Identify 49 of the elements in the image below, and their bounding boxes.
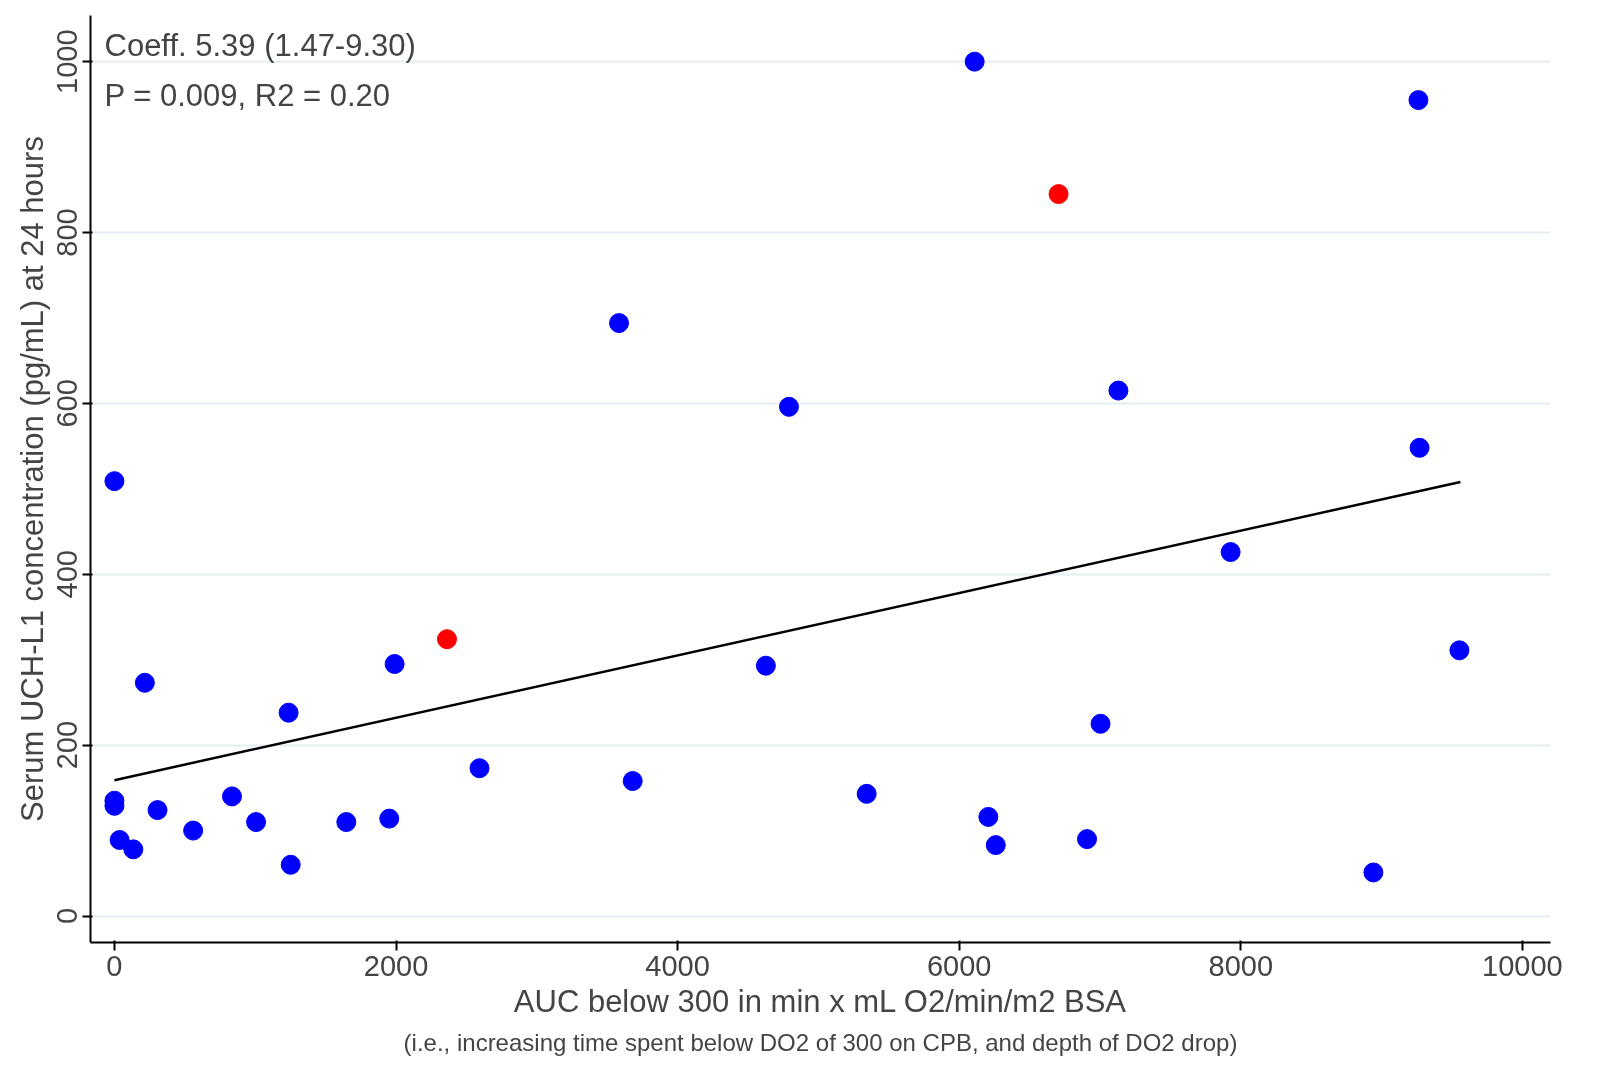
y-tick-label: 200: [51, 720, 84, 770]
point: [778, 396, 799, 417]
point: [856, 783, 877, 804]
point: [469, 758, 490, 779]
point: [134, 672, 155, 693]
y-axis-title: Serum UCH-L1 concentration (pg/mL) at 24 hours: [14, 136, 50, 822]
y-tick-label: 0: [51, 907, 84, 925]
point: [109, 829, 130, 850]
point: [1048, 184, 1069, 205]
y-tick-label: 400: [51, 550, 84, 599]
point: [246, 812, 267, 833]
point: [183, 820, 204, 841]
x-tick-label: 2000: [363, 949, 429, 982]
point: [280, 854, 301, 875]
point: [221, 786, 242, 807]
x-tick-label: 8000: [1208, 949, 1274, 982]
point: [1408, 90, 1429, 111]
point: [964, 51, 985, 72]
annotation: Coeff. 5.39 (1.47-9.30): [104, 27, 416, 63]
point: [1449, 640, 1470, 661]
point: [1363, 862, 1384, 883]
y-tick-label: 800: [51, 208, 84, 257]
x-tick-label: 4000: [645, 949, 710, 982]
x-axis-title: AUC below 300 in min x mL O2/min/m2 BSA: [513, 983, 1127, 1019]
point: [436, 629, 457, 650]
x-tick-label: 6000: [926, 949, 992, 982]
point: [609, 313, 630, 334]
point: [1090, 713, 1111, 734]
text: (i.e., increasing time spent below DO2 of 300 on CPB, and depth of DO2 drop): [403, 1028, 1238, 1056]
y-tick-label: 600: [51, 379, 84, 428]
point: [978, 806, 999, 827]
y-tick-label: 1000: [51, 29, 84, 94]
point: [123, 839, 144, 860]
annotation: P = 0.009, R2 = 0.20: [104, 77, 391, 113]
point: [336, 812, 357, 833]
point: [379, 808, 400, 829]
x-tick-label: 0: [106, 949, 123, 982]
point: [1108, 380, 1129, 401]
point: [278, 702, 299, 723]
point: [622, 771, 643, 791]
point: [1077, 829, 1098, 850]
point: [384, 653, 405, 674]
point: [147, 800, 168, 821]
point: [755, 655, 776, 676]
x-tick-label: 10000: [1482, 949, 1563, 982]
point: [985, 835, 1006, 856]
point: [1409, 437, 1430, 458]
point: [104, 471, 125, 492]
point: [1220, 542, 1241, 563]
